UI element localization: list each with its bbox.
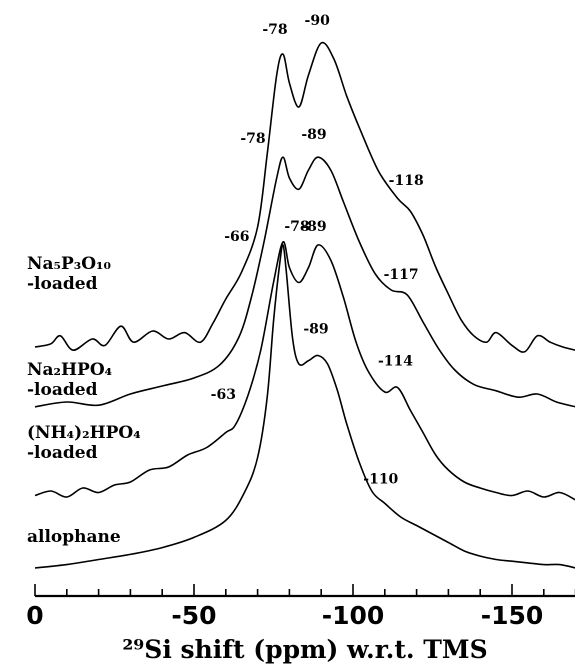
series-label-4: allophane	[27, 527, 121, 547]
spectrum-trace-4	[34, 244, 575, 569]
peak-label: -114	[378, 354, 413, 370]
x-tick-label: -150	[481, 601, 544, 630]
series-label-2: -loaded	[27, 380, 98, 400]
peak-label: -89	[301, 127, 326, 143]
series-label-2: Na₂HPO₄	[27, 360, 112, 380]
peak-label: -89	[303, 322, 328, 338]
peak-label: -110	[363, 471, 398, 487]
peak-label: -118	[389, 173, 424, 189]
spectrum-trace-2	[34, 156, 575, 408]
series-labels: Na₅P₃O₁₀-loadedNa₂HPO₄-loaded(NH₄)₂HPO₄-…	[27, 254, 141, 547]
x-tick-label: -100	[322, 601, 385, 630]
peak-label: -90	[305, 13, 331, 29]
spectra-traces	[34, 41, 575, 569]
series-label-1: -loaded	[27, 274, 98, 294]
x-axis-label: ²⁹Si shift (ppm) w.r.t. TMS	[122, 635, 487, 664]
peak-label: -63	[211, 387, 236, 403]
spectrum-trace-3	[34, 241, 575, 501]
series-label-1: Na₅P₃O₁₀	[27, 254, 111, 274]
peak-label: -78	[262, 22, 287, 38]
peak-label: -66	[224, 229, 249, 245]
peak-label: -89	[301, 219, 326, 235]
x-tick-label: -50	[171, 601, 216, 630]
spectrum-trace-1	[34, 41, 575, 353]
peak-label: -78	[284, 219, 309, 235]
x-axis-ticks: 0 -50 -100 -150	[26, 584, 575, 630]
peak-label: -78	[240, 131, 265, 147]
peak-labels: -66-78-90-118-78 -89-117-63-89-114-78-89-…	[211, 13, 424, 487]
series-label-3: (NH₄)₂HPO₄	[27, 423, 141, 443]
x-axis: 0 -50 -100 -150	[26, 584, 575, 630]
x-tick-label: 0	[26, 601, 43, 630]
series-label-3: -loaded	[27, 443, 98, 463]
peak-label: -117	[384, 267, 419, 283]
